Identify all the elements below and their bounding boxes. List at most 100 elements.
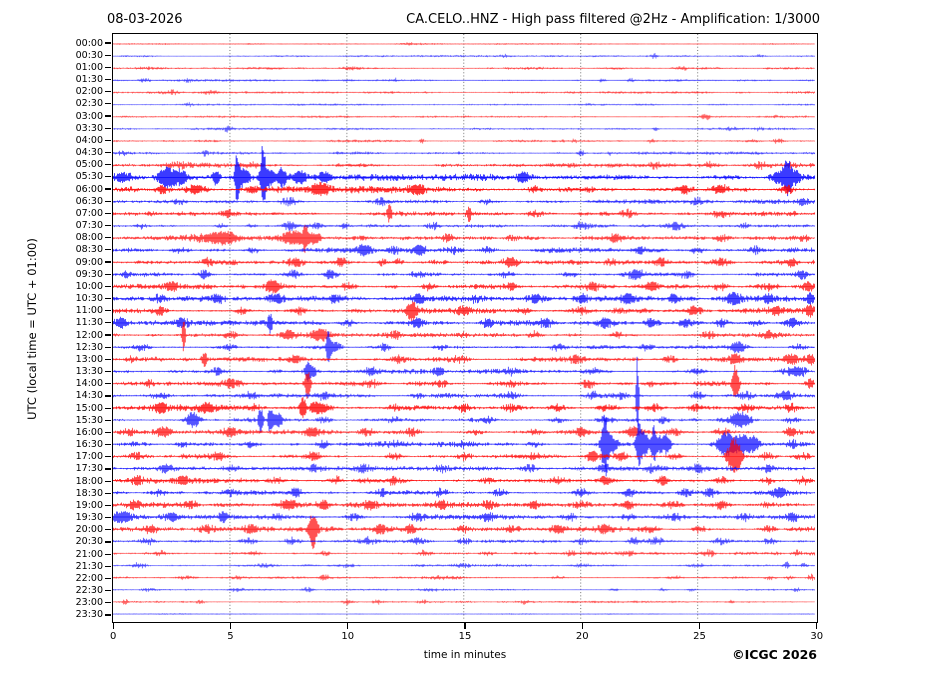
y-tick-label: 04:00	[75, 134, 103, 146]
y-tick-mark	[105, 127, 111, 129]
x-tick-label: 0	[110, 630, 117, 642]
y-tick-label: 04:30	[75, 147, 103, 159]
y-tick-label: 22:30	[75, 585, 103, 597]
x-tick-mark	[816, 623, 818, 629]
y-tick-label: 08:00	[75, 232, 103, 244]
y-tick-label: 19:00	[75, 499, 103, 511]
y-tick-label: 15:00	[75, 402, 103, 414]
y-tick-label: 10:30	[75, 293, 103, 305]
y-tick-label: 17:00	[75, 451, 103, 463]
y-tick-label: 07:00	[75, 207, 103, 219]
y-tick-label: 05:30	[75, 171, 103, 183]
y-tick-mark	[105, 310, 111, 312]
y-tick-mark	[105, 237, 111, 239]
y-tick-mark	[105, 346, 111, 348]
y-tick-label: 18:00	[75, 475, 103, 487]
y-tick-mark	[105, 614, 111, 616]
y-tick-label: 10:00	[75, 280, 103, 292]
y-tick-label: 00:00	[75, 37, 103, 49]
plot-area	[112, 33, 818, 623]
y-tick-mark	[105, 297, 111, 300]
y-tick-mark	[105, 42, 111, 44]
y-tick-label: 01:30	[75, 74, 103, 85]
x-tick-label: 20	[575, 630, 589, 642]
y-tick-mark	[105, 78, 111, 81]
y-tick-label: 09:30	[75, 268, 103, 280]
y-tick-label: 15:30	[75, 414, 103, 426]
y-tick-mark	[105, 249, 111, 251]
y-tick-mark	[105, 66, 111, 68]
y-tick-mark	[105, 358, 111, 360]
x-axis-label: time in minutes	[423, 649, 507, 661]
y-tick-label: 13:30	[75, 366, 103, 378]
y-tick-label: 03:00	[75, 110, 103, 122]
y-tick-label: 20:00	[75, 524, 103, 536]
x-tick-mark	[464, 623, 466, 629]
y-tick-mark	[105, 139, 111, 141]
y-tick-label: 01:00	[75, 61, 103, 73]
y-tick-mark	[105, 285, 111, 287]
y-tick-mark	[105, 419, 111, 421]
y-tick-mark	[105, 54, 111, 56]
x-tick-label: 25	[693, 630, 706, 642]
y-tick-label: 17:30	[75, 463, 103, 475]
y-tick-label: 02:30	[75, 98, 103, 110]
y-tick-mark	[105, 492, 111, 494]
y-tick-mark	[105, 541, 111, 543]
x-tick-mark	[112, 623, 114, 629]
y-tick-mark	[105, 103, 111, 105]
y-tick-mark	[105, 383, 111, 385]
y-tick-label: 11:30	[75, 317, 103, 329]
y-tick-mark	[105, 468, 111, 470]
y-tick-mark	[105, 212, 111, 214]
seismogram-traces-canvas	[113, 34, 817, 622]
y-tick-label: 06:00	[75, 183, 103, 195]
copyright-credit: ©ICGC 2026	[732, 647, 817, 662]
y-tick-mark	[105, 504, 111, 507]
y-tick-label: 14:30	[75, 390, 103, 402]
y-tick-mark	[105, 164, 111, 166]
y-tick-label: 16:00	[75, 426, 103, 438]
y-tick-label: 06:30	[75, 195, 103, 207]
y-tick-mark	[105, 261, 111, 263]
y-tick-label: 07:30	[75, 220, 103, 232]
y-tick-label: 09:00	[75, 256, 103, 268]
x-tick-mark	[347, 623, 349, 629]
x-tick-mark	[698, 623, 701, 629]
x-tick-label: 15	[458, 630, 472, 642]
y-tick-label: 12:00	[75, 329, 103, 341]
y-axis-label: UTC (local time = UTC + 01:00)	[25, 238, 39, 420]
y-tick-label: 02:00	[75, 86, 103, 98]
y-tick-mark	[105, 577, 111, 580]
y-tick-label: 13:00	[75, 353, 103, 365]
y-tick-mark	[105, 431, 111, 434]
y-tick-mark	[105, 456, 111, 458]
y-tick-mark	[105, 151, 111, 154]
y-tick-mark	[105, 176, 111, 178]
y-tick-mark	[105, 529, 111, 531]
y-tick-label: 05:00	[75, 159, 103, 171]
y-tick-mark	[105, 370, 111, 373]
y-tick-mark	[105, 91, 111, 93]
y-tick-label: 18:30	[75, 487, 103, 499]
x-tick-label: 5	[227, 630, 234, 642]
y-tick-mark	[105, 590, 111, 592]
y-tick-label: 14:00	[75, 378, 103, 390]
x-tick-label: 30	[810, 630, 824, 642]
y-tick-mark	[105, 322, 111, 324]
y-tick-mark	[105, 188, 111, 190]
y-tick-label: 21:30	[75, 560, 103, 572]
y-tick-mark	[105, 517, 111, 519]
date-title: 08-03-2026	[107, 12, 183, 27]
y-tick-label: 19:30	[75, 512, 103, 524]
y-tick-mark	[105, 480, 111, 482]
y-tick-mark	[105, 115, 111, 117]
y-tick-label: 12:30	[75, 341, 103, 353]
y-tick-label: 23:00	[75, 597, 103, 609]
x-tick-mark	[229, 623, 232, 629]
x-tick-mark	[581, 623, 583, 629]
y-tick-label: 11:00	[75, 305, 103, 317]
y-tick-mark	[105, 565, 111, 567]
y-tick-label: 21:00	[75, 548, 103, 560]
